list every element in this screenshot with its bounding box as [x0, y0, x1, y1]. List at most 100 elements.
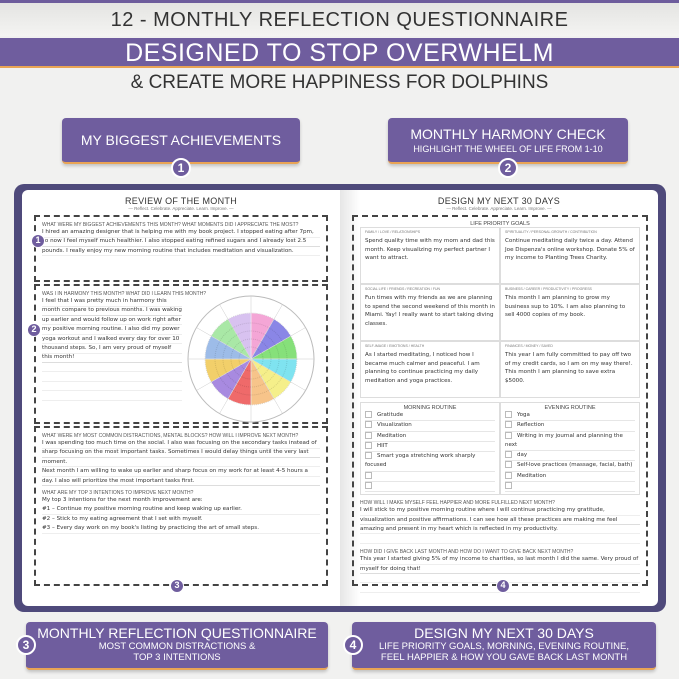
goal-cell: SOCIAL LIFE / FRIENDS / RECREATION / FUN… — [360, 284, 500, 341]
goal-category: SELF-IMAGE / EMOTIONS / HEALTH — [365, 344, 425, 348]
callout-subtitle: MOST COMMON DISTRACTIONS & — [98, 641, 256, 652]
question: WHAT ARE MY TOP 3 INTENTIONS TO IMPROVE … — [42, 490, 194, 497]
goal-category: SPIRITUALITY / PERSONAL GROWTH / CONTRIB… — [505, 230, 597, 234]
evening-routine-item[interactable]: Meditation — [505, 472, 635, 483]
evening-routine-item[interactable] — [505, 482, 635, 493]
goal-text: As I started meditating, I noticed how I… — [365, 352, 480, 384]
wheel-divider — [250, 327, 306, 360]
number-badge-4: 4 — [343, 635, 363, 655]
morning-routine-item[interactable]: HIIT — [365, 442, 495, 453]
intention-line: My top 3 intentions for the next month i… — [42, 496, 320, 506]
band-title: DESIGNED TO STOP OVERWHELM — [0, 38, 679, 68]
answer-text: I hired an amazing designer that is help… — [42, 228, 320, 257]
page-title: DESIGN MY NEXT 30 DAYS — [437, 196, 561, 206]
goal-category: FAMILY / LOVE / RELATIONSHIPS — [365, 230, 421, 234]
number-badge-3: 3 — [170, 579, 184, 593]
goal-category: SOCIAL LIFE / FRIENDS / RECREATION / FUN — [365, 287, 441, 291]
callout-reflection: MONTHLY REFLECTION QUESTIONNAIRE MOST CO… — [26, 622, 328, 670]
morning-routine-item[interactable]: Gratitude — [365, 411, 495, 422]
intention-line: #1 – Continue my positive morning routin… — [42, 505, 320, 515]
number-badge-1: 1 — [171, 158, 191, 178]
answer-text: Next month I am willing to wake up earli… — [42, 467, 320, 487]
routines: MORNING ROUTINE Gratitude Visualization Med… — [360, 402, 640, 496]
goal-text: This year I am fully committed to pay of… — [505, 352, 633, 384]
morning-routine-item[interactable]: Meditation — [365, 432, 495, 442]
intention-line: #2 – Stick to my eating agreement that I… — [42, 514, 320, 525]
callout-subtitle: HIGHLIGHT THE WHEEL OF LIFE FROM 1-10 — [413, 144, 603, 154]
page-tagline: — Reflect. Celebrate. Appreciate. Learn.… — [128, 206, 234, 211]
evening-routine-item[interactable]: Writing in my journal and planning the n… — [505, 432, 635, 452]
morning-routine-item[interactable] — [365, 472, 495, 483]
callout-subtitle: TOP 3 INTENTIONS — [133, 652, 221, 663]
answer-text: I was spending too much time on the soci… — [42, 439, 320, 468]
top-title: 12 - MONTHLY REFLECTION QUESTIONNAIRE — [0, 0, 679, 36]
callout-harmony: MONTHLY HARMONY CHECK HIGHLIGHT THE WHEE… — [388, 118, 628, 164]
evening-routine-item[interactable]: Yoga — [505, 411, 635, 422]
evening-title: EVENING ROUTINE — [544, 405, 596, 411]
evening-routine-item[interactable]: day — [505, 451, 635, 462]
question: WHAT WERE MY MOST COMMON DISTRACTIONS, M… — [42, 433, 299, 439]
right-page: DESIGN MY NEXT 30 DAYS — Reflect. Celebr… — [340, 190, 658, 606]
number-badge-1: 1 — [31, 234, 45, 248]
wheel-divider — [219, 304, 252, 360]
wheel-divider — [250, 358, 283, 414]
answer-text: I will stick to my positive morning rout… — [360, 506, 640, 545]
distractions-section: WHAT WERE MY MOST COMMON DISTRACTIONS, M… — [34, 426, 328, 586]
intention-line: #3 – Every day work on my book's listing… — [42, 524, 320, 534]
wheel-divider — [219, 358, 252, 414]
goal-text: Continue meditating daily twice a day. A… — [505, 238, 635, 261]
wheel-ring — [230, 338, 272, 380]
callout-title: MONTHLY HARMONY CHECK — [410, 126, 606, 142]
wheel-ring — [204, 312, 298, 406]
goals-title: LIFE PRIORITY GOALS — [470, 221, 530, 227]
page-tagline: — Reflect. Celebrate. Appreciate. Learn.… — [446, 206, 552, 211]
morning-routine-item[interactable]: Smart yoga stretching work sharply focus… — [365, 452, 495, 472]
wheel-divider — [250, 304, 283, 360]
question: WHAT WERE MY BIGGEST ACHIEVEMENTS THIS M… — [42, 222, 299, 228]
goal-text: Spend quality time with my mom and dad t… — [365, 238, 495, 261]
wheel-ring — [222, 330, 280, 388]
wheel-divider — [250, 358, 306, 391]
evening-routine: EVENING ROUTINE Yoga Reflection Writing in … — [500, 402, 640, 496]
design-section: LIFE PRIORITY GOALS FAMILY / LOVE / RELA… — [352, 215, 648, 594]
question: WAS I IN HARMONY THIS MONTH? WHAT DID I … — [42, 291, 207, 297]
evening-routine-item[interactable]: Self-love practices (massage, facial, ba… — [505, 461, 635, 472]
goal-category: BUSINESS / CAREER / PRODUCTIVITY / PROGR… — [505, 287, 592, 291]
callout-title: DESIGN MY NEXT 30 DAYS — [414, 625, 594, 641]
number-badge-4: 4 — [496, 579, 510, 593]
morning-routine: MORNING ROUTINE Gratitude Visualization Med… — [360, 402, 500, 496]
number-badge-3: 3 — [16, 635, 36, 655]
page-title: REVIEW OF THE MONTH — [124, 196, 238, 206]
number-badge-2: 2 — [498, 158, 518, 178]
goals-grid: FAMILY / LOVE / RELATIONSHIPS Spend quali… — [360, 227, 640, 398]
wheel-ring — [214, 322, 288, 396]
goal-cell: SPIRITUALITY / PERSONAL GROWTH / CONTRIB… — [500, 227, 640, 284]
goal-cell: FAMILY / LOVE / RELATIONSHIPS Spend quali… — [360, 227, 500, 284]
evening-routine-item[interactable]: Reflection — [505, 421, 635, 432]
subtitle: & CREATE MORE HAPPINESS FOR DOLPHINS — [130, 72, 549, 93]
achievements-section: WHAT WERE MY BIGGEST ACHIEVEMENTS THIS M… — [34, 215, 328, 282]
morning-routine-item[interactable]: Visualization — [365, 421, 495, 432]
harmony-section: WAS I IN HARMONY THIS MONTH? WHAT DID I … — [34, 284, 328, 424]
wheel-divider — [196, 358, 252, 391]
question: HOW WILL I MAKE MYSELF FEEL HAPPIER AND … — [360, 500, 555, 507]
goal-category: FINANCES / MONEY / SAVED — [505, 344, 553, 348]
left-page: REVIEW OF THE MONTH — Reflect. Celebrate… — [22, 190, 340, 606]
goal-cell: FINANCES / MONEY / SAVED This year I am f… — [500, 341, 640, 398]
wheel-ring — [238, 346, 264, 372]
goal-cell: BUSINESS / CAREER / PRODUCTIVITY / PROGR… — [500, 284, 640, 341]
morning-title: MORNING ROUTINE — [403, 405, 457, 411]
callout-subtitle: LIFE PRIORITY GOALS, MORNING, EVENING RO… — [378, 641, 630, 652]
goal-text: This month I am planning to grow my busi… — [505, 295, 626, 318]
goal-cell: SELF-IMAGE / EMOTIONS / HEALTH As I start… — [360, 341, 500, 398]
callout-design: DESIGN MY NEXT 30 DAYS LIFE PRIORITY GOA… — [352, 622, 656, 670]
callout-subtitle: FEEL HAPPIER & HOW YOU GAVE BACK LAST MO… — [380, 652, 628, 663]
wheel-of-life[interactable] — [186, 294, 316, 424]
wheel-divider — [196, 327, 252, 360]
morning-routine-item[interactable] — [365, 482, 495, 493]
answer-text: I feel that I was pretty much in harmony… — [42, 297, 182, 407]
goal-text: Fun times with my friends as we are plan… — [365, 295, 495, 327]
callout-title: MY BIGGEST ACHIEVEMENTS — [80, 132, 282, 148]
number-badge-2: 2 — [27, 323, 41, 337]
question: HOW DID I GIVE BACK LAST MONTH AND HOW D… — [360, 549, 574, 556]
